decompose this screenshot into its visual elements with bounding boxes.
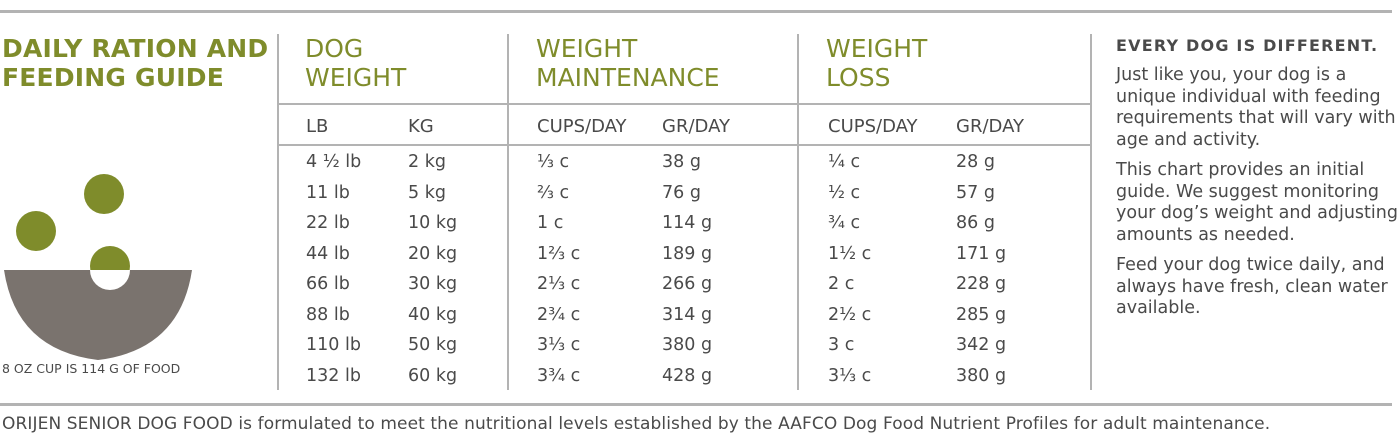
info-paragraph: This chart provides an initial guide. We…	[1116, 160, 1398, 245]
divider	[797, 34, 799, 390]
kibble-icon	[16, 211, 56, 251]
info-paragraph: Feed your dog twice daily, and always ha…	[1116, 255, 1388, 318]
lb-label: LB	[306, 116, 329, 137]
table-cell: 3 c	[828, 335, 855, 355]
table-cell: 314 g	[662, 304, 713, 325]
loss-header: WEIGHT LOSS	[826, 34, 928, 92]
table-cell: 11 lb	[306, 182, 350, 203]
table-cell: 114 g	[662, 213, 713, 233]
info-heading: EVERY DOG IS DIFFERENT.	[1116, 36, 1379, 55]
dog-weight-header: DOG WEIGHT	[305, 34, 407, 92]
table-cell: 2⅓ c	[537, 274, 581, 294]
loss-gr-label: GR/DAY	[956, 116, 1024, 137]
table-cell: 30 kg	[408, 274, 458, 294]
table-cell: 171 g	[956, 243, 1007, 264]
table-cell: 76 g	[662, 182, 701, 203]
table-cell: 1 c	[537, 213, 564, 233]
table-cell: ⅓ c	[537, 152, 570, 172]
footer-note: ORIJEN SENIOR DOG FOOD is formulated to …	[2, 414, 1271, 434]
table-cell: 132 lb	[306, 365, 361, 386]
table-cell: 228 g	[956, 274, 1007, 294]
table-cell: ¾ c	[828, 213, 861, 233]
table-cell: 60 kg	[408, 365, 458, 386]
kibble-icon	[84, 174, 124, 214]
table-cell: 266 g	[662, 274, 713, 294]
table-cell: 22 lb	[306, 213, 350, 233]
table-cell: 20 kg	[408, 243, 458, 264]
table-cell: 428 g	[662, 365, 713, 386]
page-title: DAILY RATION AND FEEDING GUIDE	[2, 34, 272, 92]
divider	[507, 34, 509, 390]
table-cell: 1⅔ c	[537, 243, 581, 264]
table-cell: 2 kg	[408, 152, 446, 172]
table-cell: 57 g	[956, 182, 995, 203]
top-rule	[0, 10, 1392, 13]
table-cell: 86 g	[956, 213, 995, 233]
table-cell: 4 ½ lb	[306, 152, 362, 172]
loss-cups-label: CUPS/DAY	[828, 116, 918, 137]
bowl-illustration	[4, 174, 192, 360]
table-cell: 3¾ c	[537, 365, 581, 386]
kg-label: KG	[408, 116, 434, 137]
table-cell: 3⅓ c	[537, 335, 581, 355]
divider	[277, 34, 279, 390]
header-rule	[279, 103, 1091, 105]
table-cell: 380 g	[956, 365, 1007, 386]
cup-note: 8 OZ CUP IS 114 G OF FOOD	[2, 361, 181, 376]
table-cell: 380 g	[662, 335, 713, 355]
table-cell: 28 g	[956, 152, 995, 172]
subheader-rule	[279, 144, 1091, 146]
maintenance-cups-label: CUPS/DAY	[537, 116, 627, 137]
table-cell: 66 lb	[306, 274, 350, 294]
maintenance-gr-label: GR/DAY	[662, 116, 730, 137]
table-cell: 10 kg	[408, 213, 458, 233]
title-line-1: DAILY RATION AND	[2, 34, 269, 63]
table-cell: ⅔ c	[537, 182, 570, 203]
table-cell: 2½ c	[828, 304, 872, 325]
table-cell: 44 lb	[306, 243, 350, 264]
table-cell: 110 lb	[306, 335, 361, 355]
info-paragraph: Just like you, your dog is a unique indi…	[1116, 65, 1396, 150]
table-cell: 2 c	[828, 274, 855, 294]
info-panel: EVERY DOG IS DIFFERENT. Just like you, y…	[1116, 36, 1400, 329]
table-cell: ½ c	[828, 182, 861, 203]
table-cell: 50 kg	[408, 335, 458, 355]
divider	[1090, 34, 1092, 390]
table-cell: 38 g	[662, 152, 701, 172]
table-cell: 5 kg	[408, 182, 446, 203]
title-line-2: FEEDING GUIDE	[2, 63, 224, 92]
table-cell: 1½ c	[828, 243, 872, 264]
table-cell: 40 kg	[408, 304, 458, 325]
bottom-rule	[0, 403, 1392, 406]
bowl-icon	[4, 270, 192, 360]
table-cell: 3⅓ c	[828, 365, 872, 386]
table-cell: 189 g	[662, 243, 713, 264]
table-cell: 285 g	[956, 304, 1007, 325]
table-cell: 2¾ c	[537, 304, 581, 325]
maintenance-header: WEIGHT MAINTENANCE	[536, 34, 720, 92]
table-cell: 88 lb	[306, 304, 350, 325]
table-cell: 342 g	[956, 335, 1007, 355]
table-cell: ¼ c	[828, 152, 861, 172]
